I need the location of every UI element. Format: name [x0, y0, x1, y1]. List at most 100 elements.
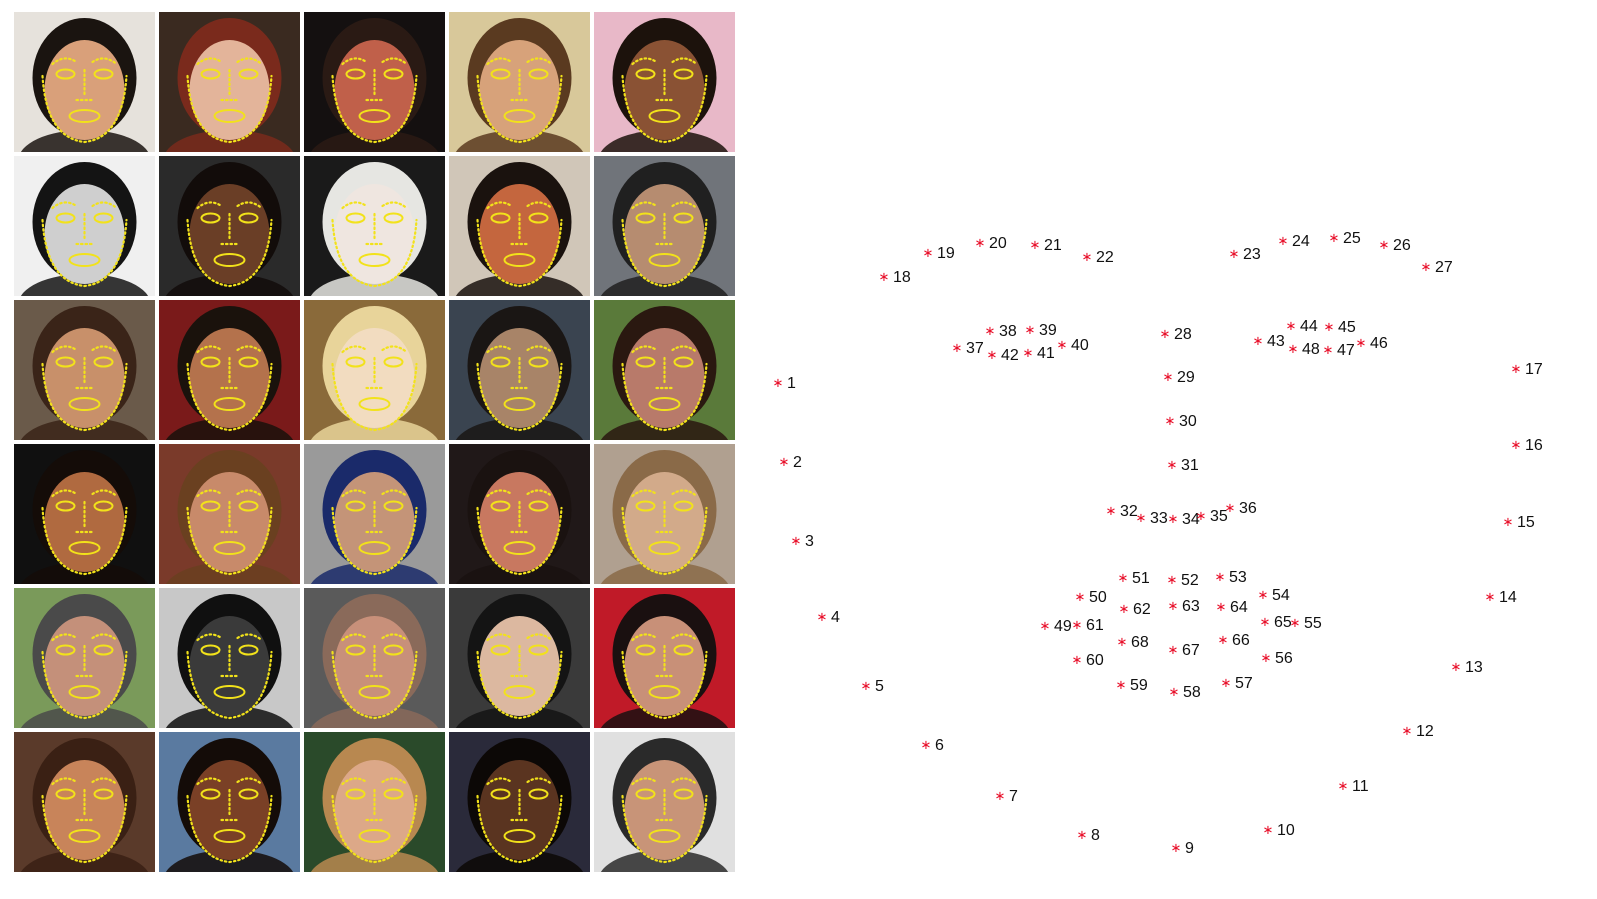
landmark-marker: ∗ [975, 236, 986, 251]
landmark-point: ∗ 58 [1169, 684, 1201, 701]
landmark-label: 31 [1181, 457, 1199, 474]
landmark-marker: ∗ [1402, 724, 1413, 739]
landmark-point: ∗ 13 [1451, 659, 1483, 676]
landmark-marker: ∗ [1163, 370, 1174, 385]
landmark-point: ∗ 17 [1511, 361, 1543, 378]
landmark-marker: ∗ [952, 341, 963, 356]
landmark-label: 8 [1091, 827, 1100, 844]
landmark-point: ∗ 39 [1025, 322, 1057, 339]
landmark-point: ∗ 6 [921, 737, 944, 754]
landmark-marker: ∗ [1057, 338, 1068, 353]
landmark-label: 52 [1181, 572, 1199, 589]
landmark-point: ∗ 60 [1072, 652, 1104, 669]
landmark-point: ∗ 54 [1258, 587, 1290, 604]
landmark-marker: ∗ [1040, 619, 1051, 634]
landmark-point: ∗ 21 [1030, 237, 1062, 254]
landmark-marker: ∗ [987, 348, 998, 363]
landmark-point: ∗ 31 [1167, 457, 1199, 474]
face-thumbnail [304, 12, 445, 152]
landmark-marker: ∗ [1168, 643, 1179, 658]
landmark-point: ∗ 3 [791, 533, 814, 550]
landmark-label: 50 [1089, 589, 1107, 606]
landmark-label: 16 [1525, 437, 1543, 454]
landmark-label: 42 [1001, 347, 1019, 364]
landmark-marker: ∗ [1286, 319, 1297, 334]
landmark-label: 34 [1182, 511, 1200, 528]
landmark-marker: ∗ [1260, 615, 1271, 630]
landmark-label: 33 [1150, 510, 1168, 527]
landmark-label: 35 [1210, 508, 1228, 525]
landmark-index-diagram: ∗ 1∗ 2∗ 3∗ 4∗ 5∗ 6∗ 7∗ 8∗ 9∗ 10∗ 11∗ 12∗ 13∗ 14∗ 15∗ 16∗… [773, 230, 1543, 857]
face-thumbnail [159, 156, 300, 296]
landmark-point: ∗ 66 [1218, 632, 1250, 649]
landmark-label: 44 [1300, 318, 1318, 335]
landmark-marker: ∗ [1072, 618, 1083, 633]
landmark-marker: ∗ [861, 679, 872, 694]
landmark-label: 56 [1275, 650, 1293, 667]
landmark-label: 27 [1435, 259, 1453, 276]
landmark-marker: ∗ [1379, 238, 1390, 253]
face-thumbnail [304, 300, 445, 440]
landmark-label: 10 [1277, 822, 1295, 839]
landmark-point: ∗ 14 [1485, 589, 1517, 606]
landmark-point: ∗ 36 [1225, 500, 1257, 517]
landmark-label: 5 [875, 678, 884, 695]
landmark-marker: ∗ [1169, 685, 1180, 700]
landmark-point: ∗ 34 [1168, 511, 1200, 528]
landmark-point: ∗ 28 [1160, 326, 1192, 343]
landmark-marker: ∗ [1082, 250, 1093, 265]
landmark-point: ∗ 43 [1253, 333, 1285, 350]
landmark-label: 30 [1179, 413, 1197, 430]
face-thumbnail [449, 156, 590, 296]
landmark-marker: ∗ [1077, 828, 1088, 843]
landmark-point: ∗ 27 [1421, 259, 1453, 276]
landmark-point: ∗ 42 [987, 347, 1019, 364]
landmark-label: 28 [1174, 326, 1192, 343]
landmark-label: 3 [805, 533, 814, 550]
landmark-point: ∗ 32 [1106, 503, 1138, 520]
landmark-point: ∗ 38 [985, 323, 1017, 340]
face-thumbnail [449, 588, 590, 728]
landmark-marker: ∗ [1118, 571, 1129, 586]
landmark-point: ∗ 19 [923, 245, 955, 262]
landmark-marker: ∗ [1485, 590, 1496, 605]
landmark-point: ∗ 5 [861, 678, 884, 695]
landmark-point: ∗ 57 [1221, 675, 1253, 692]
landmark-point: ∗ 47 [1323, 342, 1355, 359]
landmark-marker: ∗ [1023, 346, 1034, 361]
landmark-marker: ∗ [1168, 512, 1179, 527]
face-thumbnail [159, 444, 300, 584]
landmark-point: ∗ 44 [1286, 318, 1318, 335]
landmark-marker: ∗ [1356, 336, 1367, 351]
landmark-label: 43 [1267, 333, 1285, 350]
landmark-marker: ∗ [1075, 590, 1086, 605]
landmark-point: ∗ 4 [817, 609, 840, 626]
landmark-label: 68 [1131, 634, 1149, 651]
landmark-marker: ∗ [1229, 247, 1240, 262]
landmark-point: ∗ 7 [995, 788, 1018, 805]
landmark-point: ∗ 30 [1165, 413, 1197, 430]
landmark-label: 18 [893, 269, 911, 286]
landmark-point: ∗ 53 [1215, 569, 1247, 586]
landmark-label: 12 [1416, 723, 1434, 740]
landmark-label: 57 [1235, 675, 1253, 692]
face-thumbnail [304, 732, 445, 872]
landmark-marker: ∗ [1216, 600, 1227, 615]
landmark-label: 37 [966, 340, 984, 357]
landmark-point: ∗ 18 [879, 269, 911, 286]
landmark-marker: ∗ [923, 246, 934, 261]
landmark-label: 49 [1054, 618, 1072, 635]
landmark-point: ∗ 26 [1379, 237, 1411, 254]
landmark-point: ∗ 10 [1263, 822, 1295, 839]
landmark-label: 60 [1086, 652, 1104, 669]
landmark-marker: ∗ [1117, 635, 1128, 650]
landmark-label: 2 [793, 454, 802, 471]
landmark-marker: ∗ [1167, 458, 1178, 473]
landmark-point: ∗ 48 [1288, 341, 1320, 358]
face-thumbnail [14, 732, 155, 872]
landmark-point: ∗ 20 [975, 235, 1007, 252]
landmark-point: ∗ 25 [1329, 230, 1361, 247]
landmark-marker: ∗ [1221, 676, 1232, 691]
landmark-marker: ∗ [1288, 342, 1299, 357]
face-thumbnail [449, 300, 590, 440]
